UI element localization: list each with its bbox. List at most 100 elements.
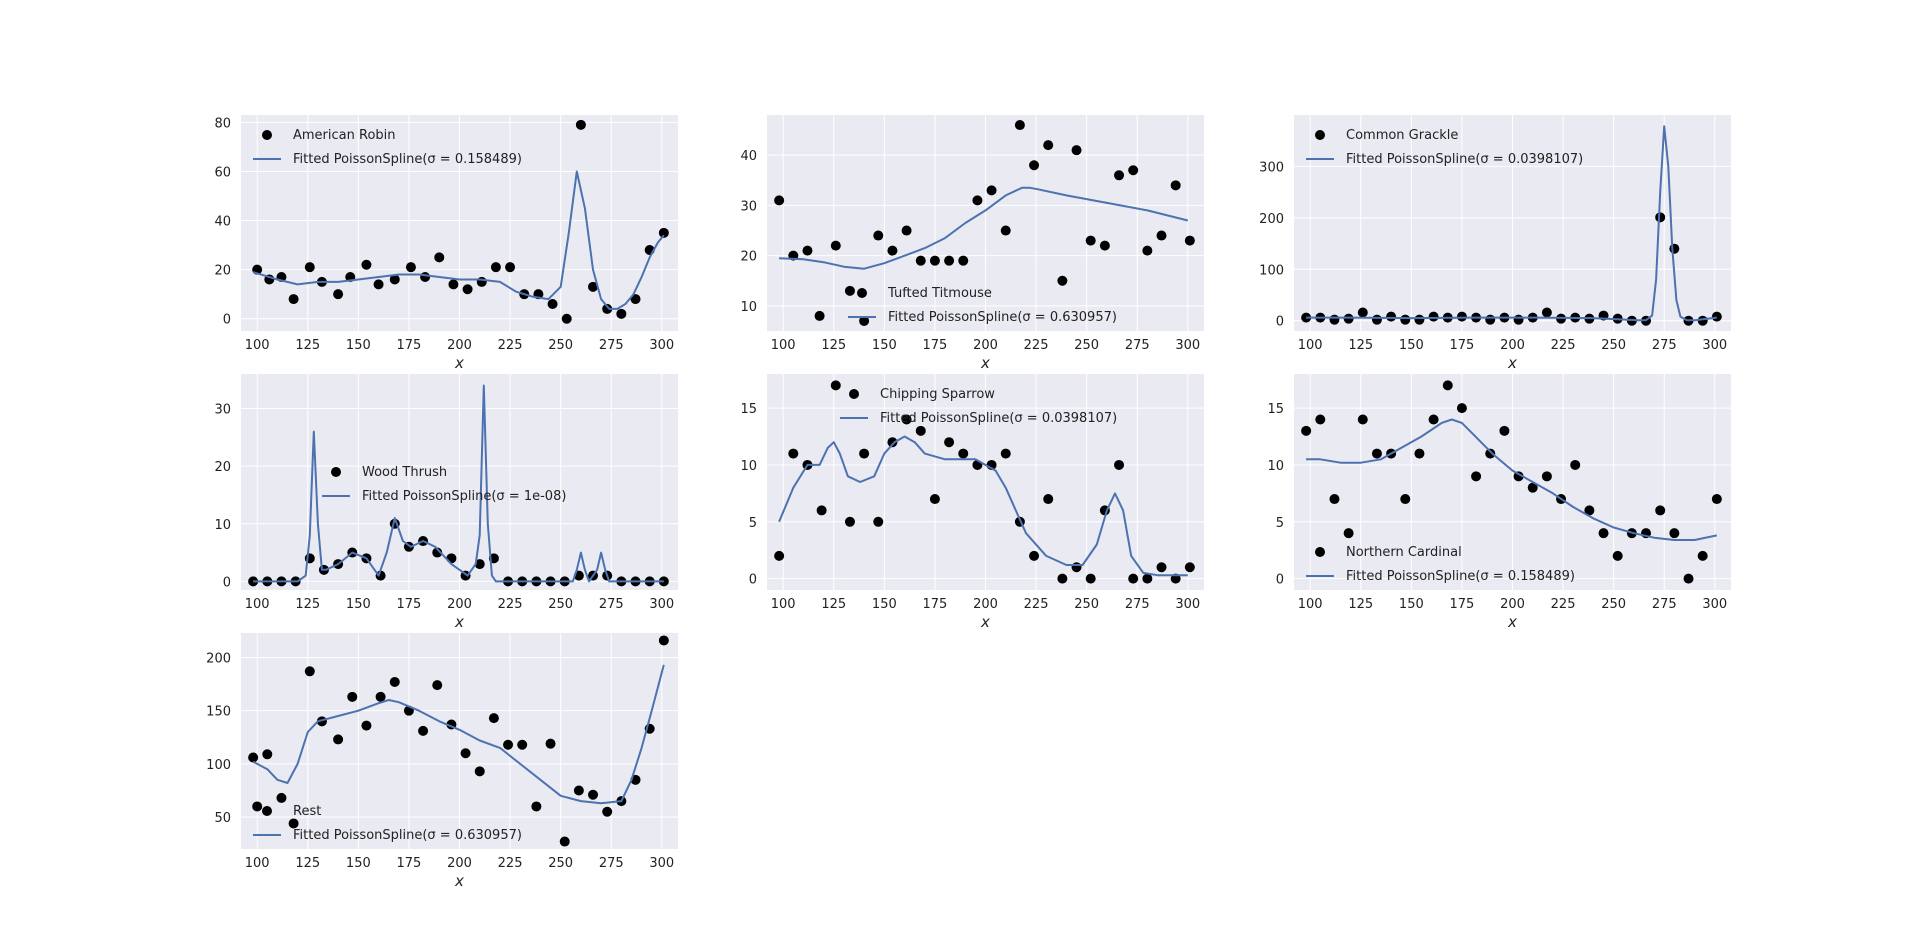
data-point (1071, 145, 1082, 156)
series-group (248, 635, 669, 847)
y-tick-label: 30 (740, 199, 757, 214)
y-tick-label: 40 (214, 215, 231, 230)
x-tick-label: 200 (447, 338, 472, 353)
x-tick-label: 125 (1348, 597, 1373, 612)
data-point (1400, 314, 1411, 325)
data-point (873, 230, 884, 241)
y-tick-label: 15 (740, 402, 757, 417)
chart-panel-6: 100 125 150 175 200 225 250 275 300 0 5 10 15 x Northe… (1267, 374, 1731, 631)
data-point (830, 240, 841, 251)
data-point (1456, 403, 1467, 414)
legend-entry-label: Rest (293, 804, 321, 819)
data-point (1471, 471, 1482, 482)
x-tick-label: 150 (1399, 338, 1424, 353)
data-point (559, 836, 570, 847)
data-point (788, 448, 799, 459)
data-point (901, 414, 912, 425)
data-point (1128, 165, 1139, 176)
data-point (602, 303, 613, 314)
data-point (1612, 550, 1623, 561)
legend: American Robin Fitted PoissonSpline(σ = 0… (253, 128, 522, 167)
x-tick-label: 125 (1348, 338, 1373, 353)
legend-entry-label: Chipping Sparrow (880, 387, 995, 402)
data-point (1371, 448, 1382, 459)
data-point (1400, 494, 1411, 505)
x-tick-label: 175 (1450, 338, 1475, 353)
x-tick-label: 150 (346, 338, 371, 353)
x-tick-label: 250 (1601, 597, 1626, 612)
data-point (405, 262, 416, 273)
x-tick-label: 100 (1298, 597, 1323, 612)
data-point (1499, 425, 1510, 436)
chart-panel-4: 100 125 150 175 200 225 250 275 300 0 10 20 30 x Wood … (214, 374, 678, 631)
legend: Northern Cardinal Fitted PoissonSpline(σ … (1306, 545, 1575, 584)
data-point (347, 691, 358, 702)
data-point (658, 227, 669, 238)
data-point (434, 252, 445, 263)
y-tick-label: 40 (740, 149, 757, 164)
data-point (1114, 170, 1125, 181)
fitted-spline-line (252, 170, 665, 310)
data-point (505, 262, 516, 273)
data-point (1655, 212, 1666, 223)
legend-marker-points (1315, 130, 1325, 140)
x-axis-label: x (980, 613, 990, 631)
fitted-spline-line (253, 384, 664, 583)
x-tick-label: 250 (548, 597, 573, 612)
data-point (462, 284, 473, 295)
data-point (1343, 528, 1354, 539)
data-point (248, 752, 259, 763)
legend: Chipping Sparrow Fitted PoissonSpline(σ =… (840, 387, 1117, 426)
data-point (1057, 573, 1068, 584)
x-tick-label: 125 (295, 597, 320, 612)
data-point (1329, 494, 1340, 505)
series-group (774, 380, 1195, 584)
legend-entry-label: Wood Thrush (362, 465, 447, 480)
x-tick-label: 125 (295, 856, 320, 871)
data-point (545, 738, 556, 749)
legend: Wood Thrush Fitted PoissonSpline(σ = 1e-0… (322, 465, 566, 504)
x-tick-label: 250 (1074, 338, 1099, 353)
data-point (1043, 494, 1054, 505)
data-point (389, 274, 400, 285)
x-tick-label: 300 (1175, 338, 1200, 353)
legend: Common Grackle Fitted PoissonSpline(σ = 0… (1306, 128, 1583, 167)
x-tick-label: 150 (872, 338, 897, 353)
legend-entry-label: Fitted PoissonSpline(σ = 0.158489) (293, 152, 522, 167)
data-point (1386, 311, 1397, 322)
data-point (887, 437, 898, 448)
data-point (333, 289, 344, 300)
x-tick-label: 225 (1024, 597, 1049, 612)
series-group (248, 384, 669, 587)
x-tick-label: 300 (1702, 597, 1727, 612)
legend-entry-label: Northern Cardinal (1346, 545, 1462, 560)
y-tick-label: 20 (214, 264, 231, 279)
x-tick-label: 275 (599, 338, 624, 353)
data-point (1485, 314, 1496, 325)
x-tick-label: 200 (447, 597, 472, 612)
data-point (1343, 313, 1354, 324)
x-tick-label: 300 (649, 856, 674, 871)
data-point (1142, 573, 1153, 584)
data-point (1513, 471, 1524, 482)
data-point (814, 310, 825, 321)
y-tick-label: 200 (1259, 212, 1284, 227)
x-tick-label: 250 (548, 856, 573, 871)
y-tick-label: 10 (740, 459, 757, 474)
chart-panel-1: 100 125 150 175 200 225 250 275 300 0 20 40 60 80 x Ame… (214, 115, 678, 372)
x-tick-label: 175 (397, 856, 422, 871)
data-point (1669, 243, 1680, 254)
y-tick-label: 150 (206, 705, 231, 720)
data-point (488, 713, 499, 724)
y-tick-label: 80 (214, 116, 231, 131)
legend-marker-points (331, 467, 341, 477)
x-tick-label: 250 (548, 338, 573, 353)
data-point (517, 739, 528, 750)
data-point (1683, 573, 1694, 584)
data-point (1371, 314, 1382, 325)
data-point (915, 255, 926, 266)
data-point (1156, 562, 1167, 573)
x-tick-label: 125 (821, 597, 846, 612)
data-point (1184, 235, 1195, 246)
